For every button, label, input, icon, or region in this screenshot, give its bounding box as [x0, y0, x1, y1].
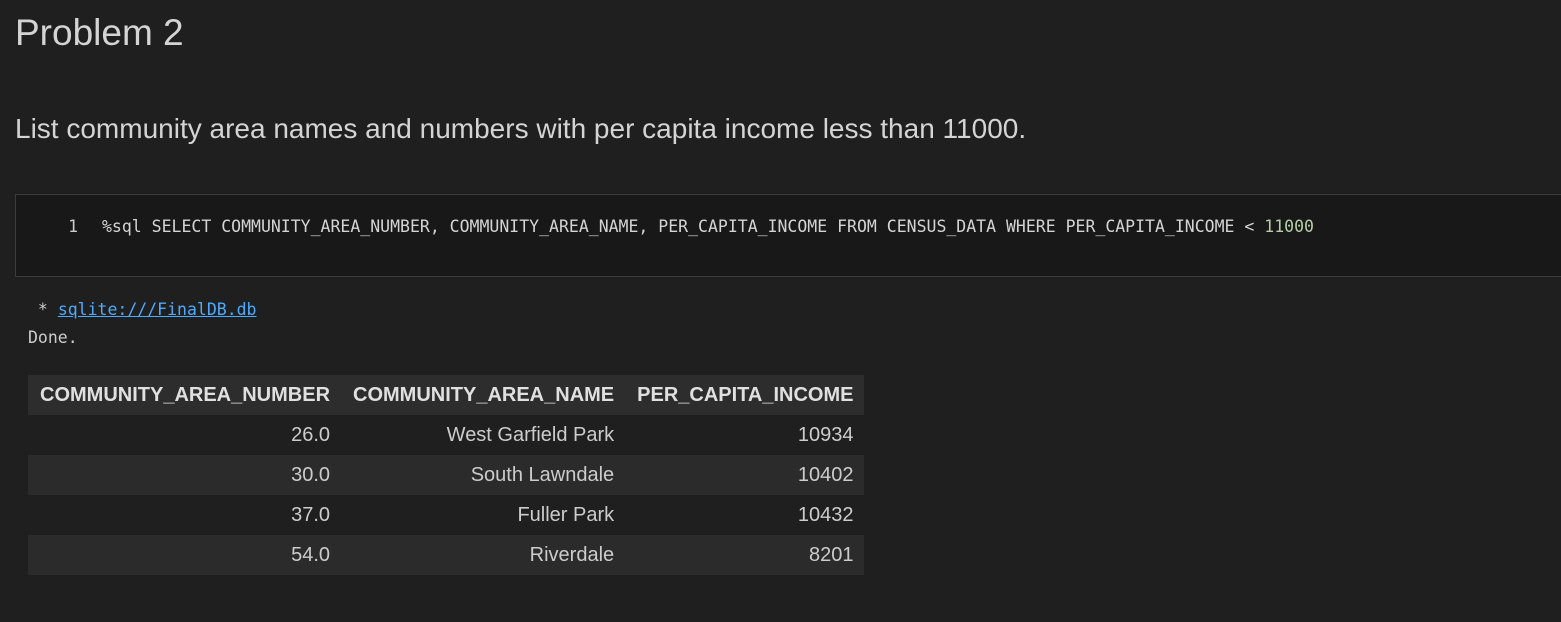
column-header-community-area-name: COMMUNITY_AREA_NAME [341, 375, 626, 415]
table-row: 54.0 Riverdale 8201 [28, 535, 865, 575]
cell-community-area-number: 37.0 [28, 495, 342, 535]
table-row: 26.0 West Garfield Park 10934 [28, 415, 865, 455]
cell-community-area-name: Riverdale [341, 535, 626, 575]
column-header-per-capita-income: PER_CAPITA_INCOME [625, 375, 865, 415]
problem-description: List community area names and numbers wi… [15, 113, 1027, 144]
sql-query-text[interactable]: %sql SELECT COMMUNITY_AREA_NUMBER, COMMU… [102, 217, 1265, 236]
cell-community-area-name: Fuller Park [341, 495, 626, 535]
cell-output: * sqlite:///FinalDB.db Done. [28, 296, 257, 352]
cell-per-capita-income: 10934 [625, 415, 865, 455]
connection-line: * sqlite:///FinalDB.db [28, 296, 257, 324]
table-row: 30.0 South Lawndale 10402 [28, 455, 865, 495]
connection-link[interactable]: sqlite:///FinalDB.db [57, 300, 257, 319]
connection-prefix: * [28, 300, 58, 319]
cell-per-capita-income: 10432 [625, 495, 865, 535]
cell-community-area-name: West Garfield Park [341, 415, 626, 455]
cell-community-area-name: South Lawndale [341, 455, 626, 495]
cell-per-capita-income: 10402 [625, 455, 865, 495]
status-text: Done. [28, 328, 78, 347]
result-table: COMMUNITY_AREA_NUMBER COMMUNITY_AREA_NAM… [28, 375, 865, 575]
sql-numeric-literal[interactable]: 11000 [1264, 217, 1314, 236]
code-line: 1 %sql SELECT COMMUNITY_AREA_NUMBER, COMM… [16, 216, 1314, 238]
table-row: 37.0 Fuller Park 10432 [28, 495, 865, 535]
cell-community-area-number: 26.0 [28, 415, 342, 455]
column-header-community-area-number: COMMUNITY_AREA_NUMBER [28, 375, 342, 415]
line-number: 1 [68, 217, 78, 236]
cell-community-area-number: 54.0 [28, 535, 342, 575]
cell-community-area-number: 30.0 [28, 455, 342, 495]
cell-heading: Problem 2 [15, 12, 184, 53]
table-header-row: COMMUNITY_AREA_NUMBER COMMUNITY_AREA_NAM… [28, 375, 865, 415]
code-cell[interactable]: 1 %sql SELECT COMMUNITY_AREA_NUMBER, COMM… [15, 194, 1561, 277]
cell-per-capita-income: 8201 [625, 535, 865, 575]
